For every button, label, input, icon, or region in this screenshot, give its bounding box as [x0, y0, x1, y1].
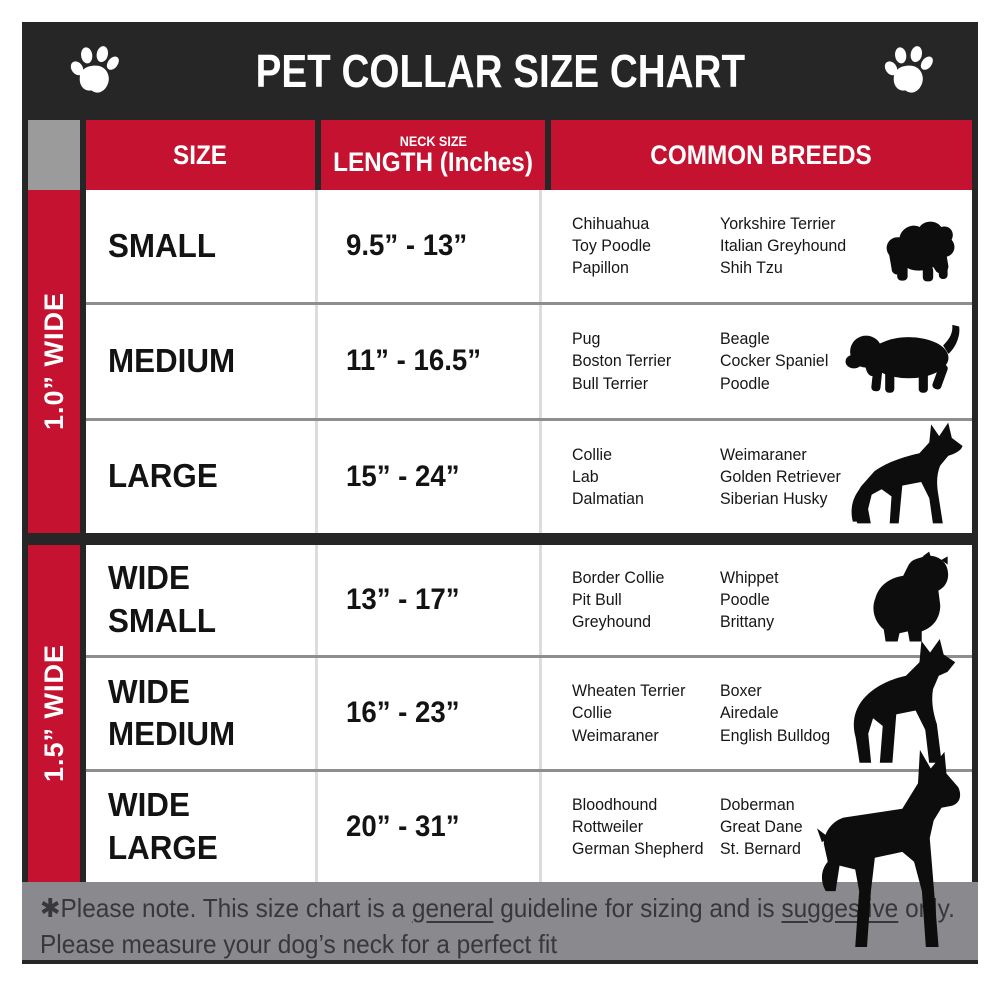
breeds-list: Yorkshire Terrier Italian Greyhound Shih…	[720, 214, 847, 278]
table-row: LARGE 15” - 24” Collie Lab Dalmatian Wei…	[86, 417, 972, 533]
size-chart: PET COLLAR SIZE CHART SIZE NECK SIZE LEN…	[22, 22, 978, 964]
length-value: 13” - 17”	[315, 545, 539, 656]
table-row: WIDE MEDIUM 16” - 23” Wheaten Terrier Co…	[86, 638, 972, 769]
footer-line-2: Please measure your dog’s neck for a per…	[40, 929, 558, 960]
breeds-cell: Border Collie Pit Bull Greyhound Whippet…	[539, 545, 972, 656]
length-value: 15” - 24”	[315, 420, 539, 533]
length-value: 16” - 23”	[315, 658, 539, 769]
width-label: 1.0” WIDE	[38, 292, 69, 431]
breeds-cell: Pug Boston Terrier Bull Terrier Beagle C…	[539, 305, 972, 418]
breeds-list: Boxer Airedale English Bulldog	[720, 681, 831, 745]
breeds-list: Pug Boston Terrier Bull Terrier	[572, 329, 672, 393]
size-label: WIDE LARGE	[108, 785, 218, 866]
paw-print-icon	[62, 38, 124, 102]
column-header-common-breeds: COMMON BREEDS	[551, 120, 972, 190]
breeds-cell: Bloodhound Rottweiler German Shepherd Do…	[539, 749, 972, 947]
breeds-cell: Chihuahua Toy Poodle Papillon Yorkshire …	[539, 190, 972, 303]
breeds-list: Weimaraner Golden Retriever Siberian Hus…	[720, 444, 841, 508]
width-band-1-5: 1.5” WIDE	[28, 545, 80, 882]
breeds-list: Wheaten Terrier Collie Weimaraner	[572, 681, 686, 745]
pit-bull-silhouette-icon	[846, 629, 962, 765]
length-value: 11” - 16.5”	[315, 305, 539, 418]
table-row: WIDE SMALL 13” - 17” Border Collie Pit B…	[86, 545, 972, 656]
page-title: PET COLLAR SIZE CHART	[255, 45, 745, 97]
table-row: MEDIUM 11” - 16.5” Pug Boston Terrier Bu…	[86, 302, 972, 418]
bulldog-silhouette-icon	[868, 551, 956, 645]
table-row: SMALL 9.5” - 13” Chihuahua Toy Poodle Pa…	[86, 190, 972, 303]
size-label: LARGE	[108, 457, 218, 495]
breeds-list: Whippet Poodle Brittany	[720, 568, 779, 632]
paw-print-icon	[876, 38, 938, 102]
column-header-neck-length: NECK SIZE LENGTH (Inches)	[321, 120, 545, 190]
section-1-0-wide: 1.0” WIDE SMALL 9.5” - 13” Chihuahua Toy…	[22, 190, 978, 533]
shih-tzu-silhouette-icon	[878, 218, 958, 284]
size-label: SMALL	[108, 226, 216, 264]
table-row: WIDE LARGE 20” - 31” Bloodhound Rottweil…	[86, 749, 972, 947]
title-bar: PET COLLAR SIZE CHART	[22, 22, 978, 120]
breeds-cell: Wheaten Terrier Collie Weimaraner Boxer …	[539, 638, 972, 769]
footer-line-1: ✱Please note. This size chart is a gener…	[40, 893, 955, 923]
breeds-list: Border Collie Pit Bull Greyhound	[572, 568, 665, 632]
breeds-list: Chihuahua Toy Poodle Papillon	[572, 214, 652, 278]
section-1-5-wide: 1.5” WIDE WIDE SMALL 13” - 17” Border Co…	[22, 545, 978, 947]
width-band-1-0: 1.0” WIDE	[28, 190, 80, 533]
length-value: 9.5” - 13”	[315, 190, 539, 303]
size-label: WIDE SMALL	[108, 559, 216, 640]
breeds-list: Collie Lab Dalmatian	[572, 444, 644, 508]
doberman-silhouette-icon	[816, 744, 968, 950]
size-label: MEDIUM	[108, 342, 236, 380]
breeds-list: Bloodhound Rottweiler German Shepherd	[572, 794, 704, 858]
column-header-size: SIZE	[86, 120, 315, 190]
breeds-list: Beagle Cocker Spaniel Poodle	[720, 329, 829, 393]
breeds-cell: Collie Lab Dalmatian Weimaraner Golden R…	[539, 419, 972, 533]
width-label: 1.5” WIDE	[38, 644, 69, 783]
corner-cell	[28, 120, 80, 190]
length-value: 20” - 31”	[315, 771, 539, 882]
german-shepherd-silhouette-icon	[846, 419, 964, 527]
breeds-list: Doberman Great Dane St. Bernard	[720, 794, 803, 858]
footer-note: ✱Please note. This size chart is a gener…	[22, 882, 978, 960]
size-label: WIDE MEDIUM	[108, 672, 236, 753]
beagle-silhouette-icon	[844, 324, 966, 396]
